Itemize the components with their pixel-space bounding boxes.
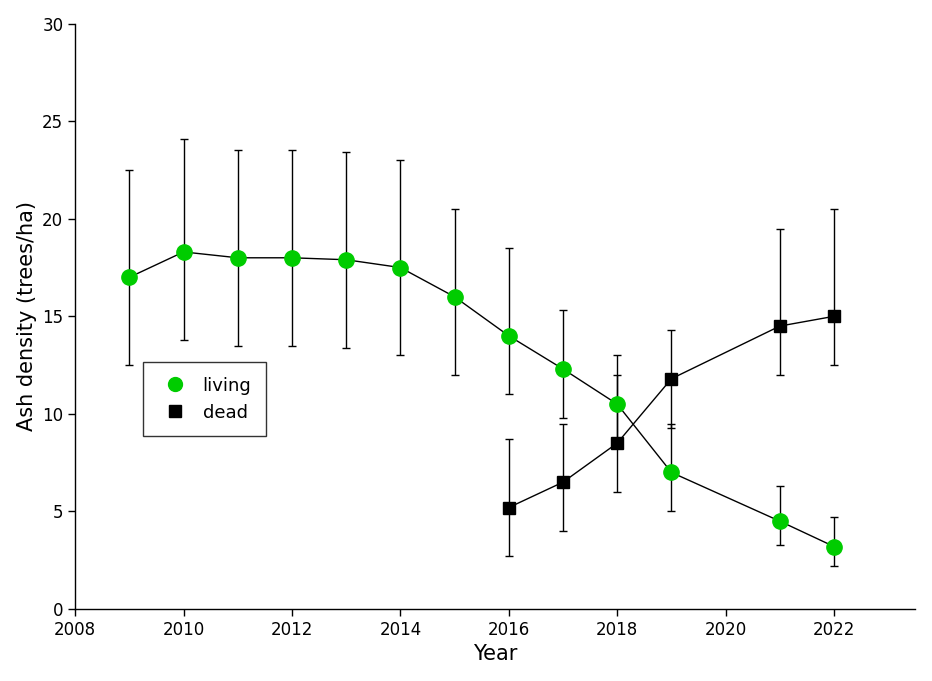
living [395, 264, 406, 272]
living [665, 469, 677, 477]
dead [503, 503, 514, 511]
living [124, 273, 135, 281]
dead [557, 478, 569, 486]
living [774, 517, 786, 525]
living [286, 254, 297, 262]
dead [611, 439, 623, 447]
dead [829, 312, 840, 320]
living [611, 400, 623, 408]
living [178, 248, 189, 256]
Line: dead: dead [502, 310, 841, 513]
living [829, 543, 840, 551]
living [503, 332, 514, 340]
living [557, 365, 569, 373]
Y-axis label: Ash density (trees/ha): Ash density (trees/ha) [17, 202, 36, 431]
dead [665, 375, 677, 383]
dead [774, 322, 786, 330]
living [449, 293, 460, 301]
Line: living: living [122, 244, 842, 554]
X-axis label: Year: Year [473, 644, 517, 665]
Legend: living, dead: living, dead [143, 362, 266, 436]
living [232, 254, 243, 262]
living [340, 255, 351, 264]
